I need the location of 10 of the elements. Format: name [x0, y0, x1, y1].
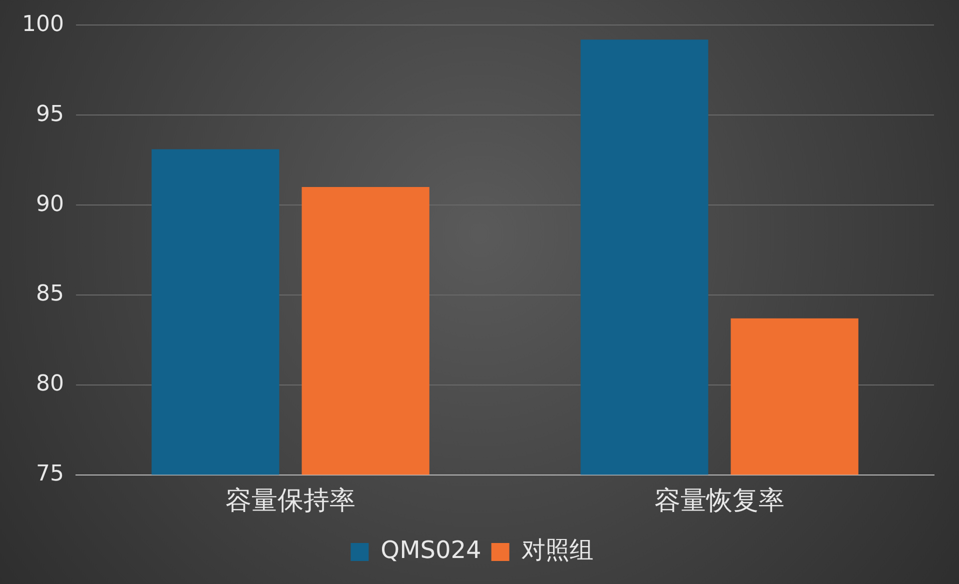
y-tick-label: 100	[22, 12, 64, 37]
y-tick-label: 75	[36, 462, 64, 487]
y-tick-label: 80	[36, 372, 64, 397]
legend-label: 对照组	[521, 536, 594, 564]
y-tick-label: 90	[36, 192, 64, 217]
legend-label: QMS024	[380, 536, 482, 564]
x-tick-label: 容量恢复率	[654, 486, 784, 516]
y-tick-label: 85	[36, 282, 64, 307]
x-tick-label: 容量保持率	[225, 486, 356, 516]
y-tick-label: 95	[36, 102, 64, 127]
